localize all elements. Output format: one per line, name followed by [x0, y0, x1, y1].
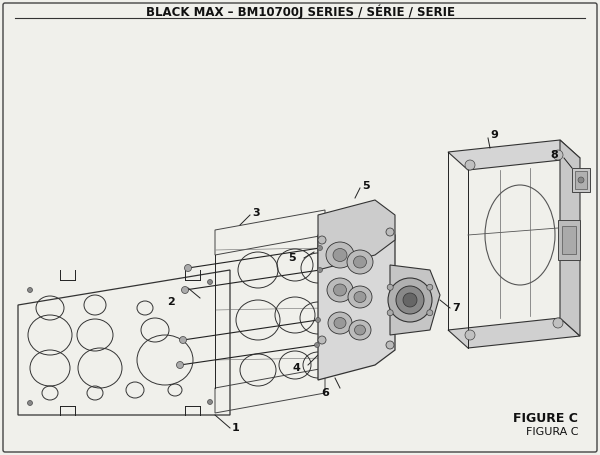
Circle shape — [318, 236, 326, 244]
Circle shape — [28, 400, 32, 405]
Ellipse shape — [349, 320, 371, 340]
Circle shape — [316, 318, 320, 323]
Ellipse shape — [347, 250, 373, 274]
Circle shape — [403, 293, 417, 307]
Text: FIGURE C: FIGURE C — [513, 411, 578, 425]
Circle shape — [208, 279, 212, 284]
Polygon shape — [318, 200, 395, 270]
Ellipse shape — [333, 248, 347, 262]
Circle shape — [388, 278, 432, 322]
Text: 2: 2 — [167, 297, 175, 307]
Circle shape — [317, 246, 323, 251]
Text: 3: 3 — [252, 208, 260, 218]
Ellipse shape — [348, 286, 372, 308]
Circle shape — [396, 286, 424, 314]
Circle shape — [314, 343, 320, 348]
Circle shape — [427, 310, 433, 316]
Text: 5: 5 — [289, 253, 296, 263]
Circle shape — [185, 264, 191, 272]
Circle shape — [578, 177, 584, 183]
Ellipse shape — [327, 278, 353, 302]
Circle shape — [28, 288, 32, 293]
Circle shape — [387, 310, 393, 316]
Circle shape — [176, 362, 184, 369]
FancyBboxPatch shape — [3, 3, 597, 452]
Bar — [562, 226, 576, 254]
Circle shape — [553, 150, 563, 160]
Polygon shape — [448, 318, 580, 348]
Bar — [572, 168, 590, 192]
Text: 7: 7 — [452, 303, 460, 313]
Text: 1: 1 — [232, 423, 240, 433]
Ellipse shape — [355, 325, 365, 335]
Circle shape — [182, 287, 188, 293]
Polygon shape — [448, 140, 580, 170]
Text: 9: 9 — [490, 130, 498, 140]
Text: 4: 4 — [292, 363, 300, 373]
Text: FIGURA C: FIGURA C — [526, 427, 578, 437]
Ellipse shape — [334, 318, 346, 329]
Ellipse shape — [353, 256, 367, 268]
Circle shape — [208, 399, 212, 404]
Ellipse shape — [334, 284, 347, 296]
Polygon shape — [560, 140, 580, 336]
Text: 8: 8 — [550, 150, 558, 160]
Polygon shape — [318, 220, 395, 380]
Circle shape — [179, 337, 187, 344]
Bar — [558, 220, 580, 260]
Circle shape — [386, 341, 394, 349]
Circle shape — [318, 336, 326, 344]
Polygon shape — [390, 265, 440, 335]
Bar — [575, 171, 587, 189]
Circle shape — [386, 228, 394, 236]
Circle shape — [465, 160, 475, 170]
Circle shape — [553, 318, 563, 328]
Circle shape — [427, 284, 433, 290]
Text: 5: 5 — [362, 181, 370, 191]
Circle shape — [387, 284, 393, 290]
Circle shape — [465, 330, 475, 340]
Circle shape — [317, 268, 323, 273]
Ellipse shape — [328, 312, 352, 334]
Text: 6: 6 — [321, 388, 329, 398]
Ellipse shape — [326, 242, 354, 268]
Text: BLACK MAX – BM10700J SERIES / SÉRIE / SERIE: BLACK MAX – BM10700J SERIES / SÉRIE / SE… — [146, 5, 455, 19]
Ellipse shape — [354, 292, 366, 303]
